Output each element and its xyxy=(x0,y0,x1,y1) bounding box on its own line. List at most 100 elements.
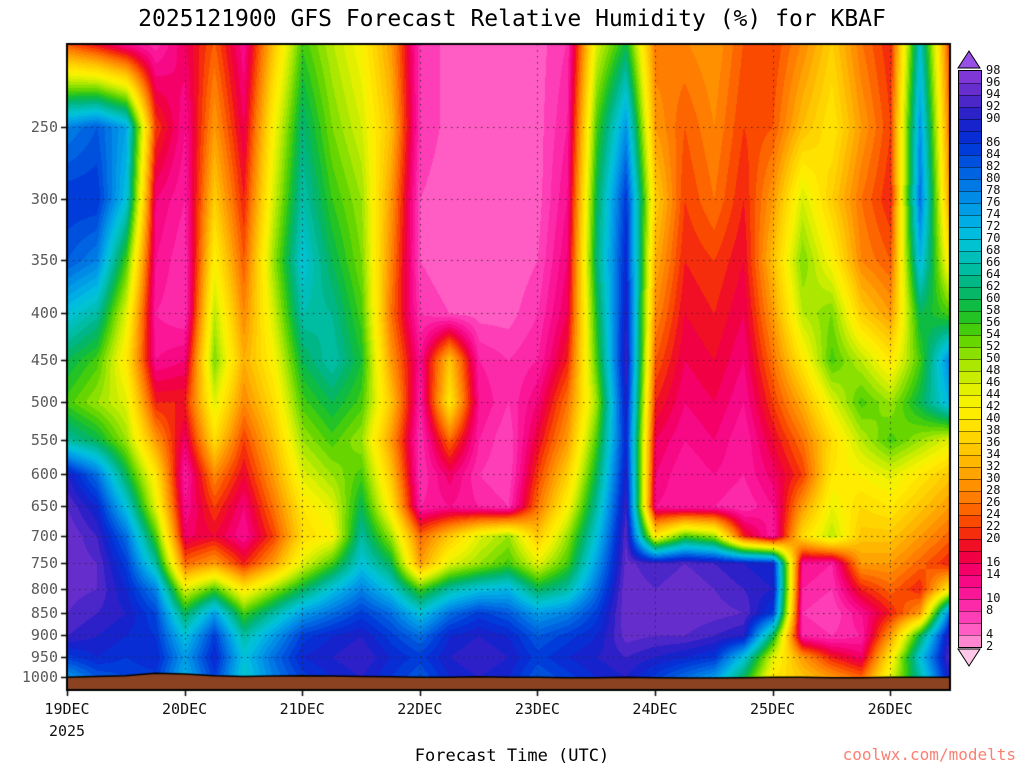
colorbar-band xyxy=(959,443,981,455)
colorbar-tick-label: 72 xyxy=(986,219,1001,233)
y-tick-label: 800 xyxy=(30,579,58,598)
y-tick-label: 400 xyxy=(30,304,58,323)
colorbar-band xyxy=(959,407,981,419)
colorbar-band xyxy=(959,215,981,227)
y-tick-label: 550 xyxy=(30,430,58,449)
colorbar-tick-label: 26 xyxy=(986,495,1001,509)
colorbar-tick-label: 32 xyxy=(986,459,1001,473)
colorbar-tick-label: 8 xyxy=(986,603,994,617)
colorbar-tick-label: 90 xyxy=(986,111,1001,125)
y-tick-label: 900 xyxy=(30,626,58,645)
colorbar-band xyxy=(959,419,981,431)
colorbar-tick-label: 82 xyxy=(986,159,1001,173)
colorbar-band xyxy=(959,515,981,527)
colorbar-band xyxy=(959,479,981,491)
colorbar-tick-label: 22 xyxy=(986,519,1001,533)
chart-title: 2025121900 GFS Forecast Relative Humidit… xyxy=(138,6,886,32)
colorbar-band xyxy=(959,371,981,383)
colorbar-band xyxy=(959,71,981,83)
colorbar-band xyxy=(959,275,981,287)
colorbar-tick-label: 20 xyxy=(986,531,1001,545)
colorbar-tick-label: 34 xyxy=(986,447,1001,461)
colorbar-tick-label: 46 xyxy=(986,375,1001,389)
colorbar-band xyxy=(959,623,981,635)
colorbar-tick-label: 58 xyxy=(986,303,1001,317)
colorbar-band xyxy=(959,527,981,539)
colorbar-tick-label: 76 xyxy=(986,195,1001,209)
colorbar-band xyxy=(959,239,981,251)
colorbar-band xyxy=(959,575,981,587)
colorbar-band xyxy=(959,287,981,299)
colorbar-tick-label: 98 xyxy=(986,63,1001,77)
y-tick-label: 250 xyxy=(30,117,58,136)
x-tick-label: 26DEC xyxy=(867,700,913,718)
colorbar-tick-label: 16 xyxy=(986,555,1001,569)
colorbar-tick-label: 44 xyxy=(986,387,1001,401)
colorbar-tick-label: 86 xyxy=(986,135,1001,149)
colorbar-tick-label: 52 xyxy=(986,339,1001,353)
colorbar-band xyxy=(959,395,981,407)
heatmap-plot-canvas xyxy=(59,36,958,706)
y-tick-label: 300 xyxy=(30,190,58,209)
colorbar-tick-label: 68 xyxy=(986,243,1001,257)
x-tick-label: 25DEC xyxy=(750,700,796,718)
y-tick-label: 700 xyxy=(30,526,58,545)
colorbar-band xyxy=(959,179,981,191)
colorbar-band xyxy=(959,635,981,647)
colorbar-tick-label: 64 xyxy=(986,267,1001,281)
y-tick-label: 850 xyxy=(30,603,58,622)
colorbar-tick-label: 38 xyxy=(986,423,1001,437)
colorbar-tick-label: 96 xyxy=(986,75,1001,89)
colorbar-band xyxy=(959,491,981,503)
colorbar-tick-label: 92 xyxy=(986,99,1001,113)
y-tick-label: 600 xyxy=(30,465,58,484)
colorbar-band xyxy=(959,83,981,95)
colorbar-band xyxy=(959,227,981,239)
colorbar-tick-label: 94 xyxy=(986,87,1001,101)
colorbar-band xyxy=(959,119,981,131)
colorbar xyxy=(958,70,982,648)
colorbar-band xyxy=(959,551,981,563)
year-label: 2025 xyxy=(48,722,86,740)
colorbar-tick-label: 66 xyxy=(986,255,1001,269)
colorbar-tick-label: 56 xyxy=(986,315,1001,329)
colorbar-tick-label: 54 xyxy=(986,327,1001,341)
y-tick-label: 450 xyxy=(30,351,58,370)
colorbar-band xyxy=(959,191,981,203)
x-tick-label: 21DEC xyxy=(279,700,325,718)
colorbar-tick-label: 70 xyxy=(986,231,1001,245)
colorbar-band xyxy=(959,359,981,371)
colorbar-band xyxy=(959,347,981,359)
colorbar-band xyxy=(959,587,981,599)
colorbar-band xyxy=(959,131,981,143)
colorbar-tick-label: 40 xyxy=(986,411,1001,425)
colorbar-band xyxy=(959,539,981,551)
x-tick-label: 22DEC xyxy=(397,700,443,718)
colorbar-tick-label: 28 xyxy=(986,483,1001,497)
colorbar-band xyxy=(959,467,981,479)
colorbar-tick-label: 24 xyxy=(986,507,1001,521)
colorbar-band xyxy=(959,311,981,323)
colorbar-arrow-up-icon xyxy=(957,50,981,69)
x-tick-label: 20DEC xyxy=(162,700,208,718)
y-tick-label: 950 xyxy=(30,647,58,666)
x-axis-title: Forecast Time (UTC) xyxy=(414,746,610,766)
colorbar-band xyxy=(959,95,981,107)
colorbar-tick-label: 4 xyxy=(986,627,994,641)
colorbar-band xyxy=(959,563,981,575)
colorbar-band xyxy=(959,599,981,611)
x-tick-label: 19DEC xyxy=(44,700,90,718)
colorbar-band xyxy=(959,251,981,263)
colorbar-arrow-down-icon xyxy=(957,648,981,667)
watermark-link[interactable]: coolwx.com/modelts xyxy=(842,745,1016,764)
colorbar-tick-label: 36 xyxy=(986,435,1001,449)
colorbar-tick-label: 78 xyxy=(986,183,1001,197)
colorbar-band xyxy=(959,503,981,515)
colorbar-tick-label: 30 xyxy=(986,471,1001,485)
x-tick-label: 23DEC xyxy=(514,700,560,718)
colorbar-tick-label: 14 xyxy=(986,567,1001,581)
colorbar-band xyxy=(959,431,981,443)
colorbar-tick-label: 84 xyxy=(986,147,1001,161)
colorbar-band xyxy=(959,107,981,119)
colorbar-tick-label: 60 xyxy=(986,291,1001,305)
